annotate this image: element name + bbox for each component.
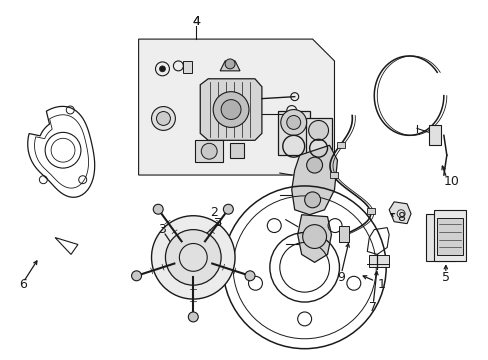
Bar (433, 210, 465, 261)
Circle shape (156, 112, 170, 125)
Circle shape (151, 216, 235, 299)
Polygon shape (200, 79, 262, 140)
Polygon shape (297, 215, 331, 262)
Circle shape (304, 192, 320, 208)
Bar (230, 143, 244, 158)
Bar (195, 140, 223, 162)
Bar (336, 142, 345, 148)
Text: 8: 8 (396, 211, 404, 224)
Circle shape (308, 121, 328, 140)
Bar (366, 208, 374, 214)
Circle shape (131, 271, 141, 281)
Circle shape (306, 157, 322, 173)
Circle shape (224, 59, 235, 69)
Polygon shape (138, 39, 334, 175)
Circle shape (286, 116, 300, 129)
Circle shape (223, 204, 233, 214)
Text: 1: 1 (376, 278, 385, 291)
Bar (339, 226, 349, 242)
Bar (436, 218, 462, 255)
Text: 3: 3 (158, 223, 166, 236)
Bar (277, 111, 309, 155)
Circle shape (165, 230, 221, 285)
Circle shape (201, 143, 217, 159)
Circle shape (302, 225, 326, 248)
Polygon shape (183, 61, 192, 73)
Circle shape (151, 107, 175, 130)
Circle shape (280, 109, 306, 135)
Text: 7: 7 (368, 301, 377, 314)
Bar (368, 255, 388, 267)
Text: 4: 4 (192, 15, 200, 28)
Text: 6: 6 (19, 278, 27, 291)
Text: 9: 9 (337, 271, 345, 284)
Polygon shape (388, 202, 410, 224)
Bar (329, 172, 337, 178)
Text: 4: 4 (192, 15, 200, 28)
Circle shape (188, 312, 198, 322)
Text: 5: 5 (441, 271, 449, 284)
Circle shape (213, 92, 248, 127)
Circle shape (244, 271, 254, 281)
Bar (428, 125, 440, 145)
Bar (425, 214, 455, 261)
Text: 10: 10 (443, 175, 459, 189)
Circle shape (153, 204, 163, 214)
Bar (305, 118, 331, 156)
Polygon shape (291, 145, 337, 215)
Circle shape (221, 100, 241, 120)
Circle shape (159, 66, 165, 72)
Text: 2: 2 (210, 206, 218, 219)
Polygon shape (220, 61, 240, 71)
